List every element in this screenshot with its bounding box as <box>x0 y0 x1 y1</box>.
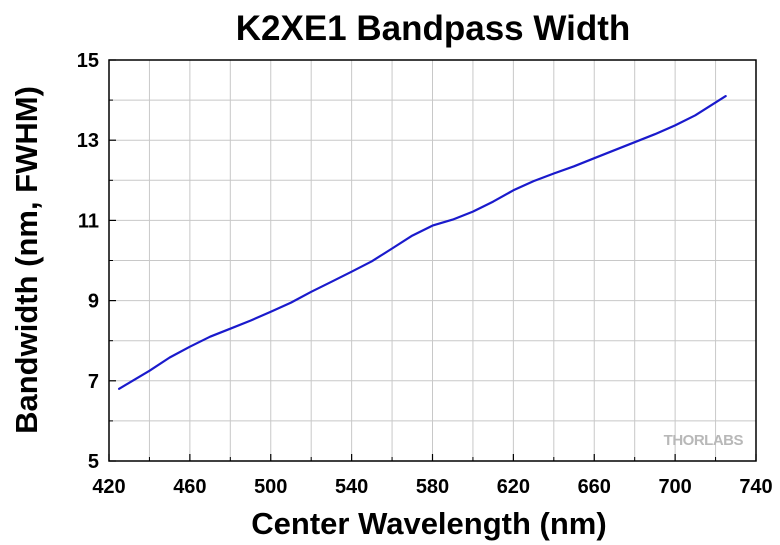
y-tick-label: 13 <box>77 130 99 152</box>
x-tick-label: 580 <box>416 476 449 498</box>
x-tick-label: 420 <box>92 476 125 498</box>
x-tick-label: 740 <box>739 476 772 498</box>
x-tick-label: 700 <box>658 476 691 498</box>
y-tick-labels: 5 7 9 11 13 15 <box>77 50 99 473</box>
series-line-bandwidth <box>118 95 727 390</box>
x-tick-label: 460 <box>173 476 206 498</box>
x-tick-label: 620 <box>497 476 530 498</box>
y-tick-label: 7 <box>88 371 99 393</box>
axis-ticks <box>108 59 757 462</box>
y-tick-label: 5 <box>88 451 99 473</box>
thorlabs-watermark: THORLABS <box>664 432 744 449</box>
y-axis-label: Bandwidth (nm, FWHM) <box>9 86 44 434</box>
y-tick-label: 15 <box>77 50 99 72</box>
grid-lines <box>108 59 757 462</box>
y-tick-label: 9 <box>88 291 99 313</box>
x-tick-label: 660 <box>578 476 611 498</box>
x-tick-label: 540 <box>335 476 368 498</box>
x-tick-label: 500 <box>254 476 287 498</box>
x-tick-labels: 420 460 500 540 580 620 660 700 740 <box>92 476 772 498</box>
y-tick-label: 11 <box>78 210 99 232</box>
chart-title: K2XE1 Bandpass Width <box>236 9 631 48</box>
x-axis-label: Center Wavelength (nm) <box>251 506 606 541</box>
